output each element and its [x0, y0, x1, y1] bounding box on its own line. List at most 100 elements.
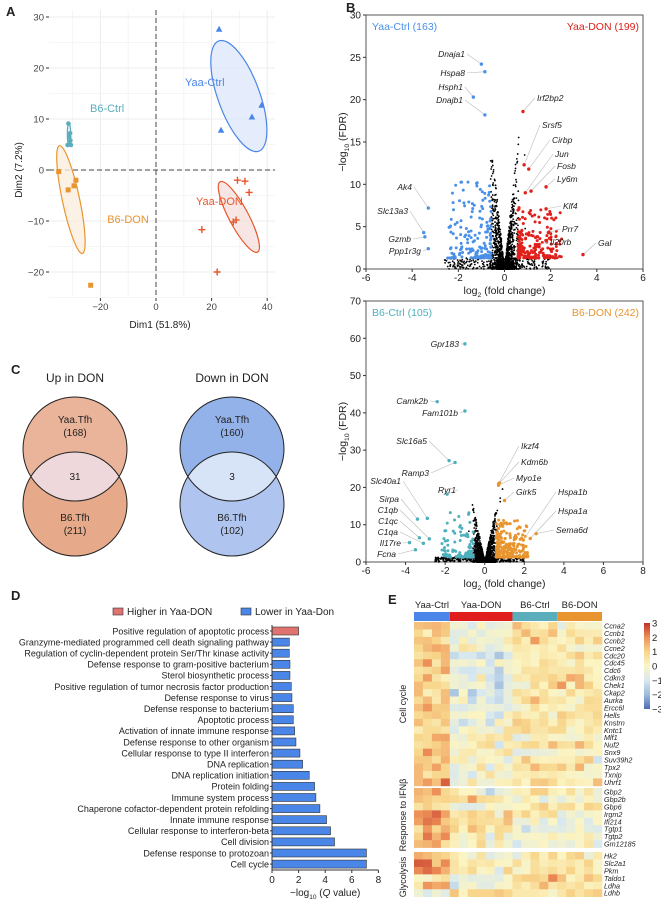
heatmap-cell: [467, 718, 477, 727]
heatmap-cell: [440, 733, 451, 742]
heatmap-cell: [521, 674, 531, 682]
bar: [271, 815, 327, 825]
gene-point-ns: [544, 262, 547, 265]
gene-point-ns: [492, 198, 495, 201]
heatmap-cell: [431, 703, 442, 712]
gene-point-up: [527, 231, 531, 235]
gene-point-ns: [498, 221, 501, 224]
gene-point-up: [518, 242, 522, 246]
gene-point-ns: [487, 551, 490, 554]
heatmap-cell: [584, 644, 594, 653]
gene-point-ns: [496, 200, 498, 203]
labeled-gene-point: [544, 207, 548, 211]
gene-point-ns: [470, 259, 473, 262]
heatmap-cell: [503, 629, 513, 638]
heatmap-cell: [449, 622, 460, 630]
gene-point-down: [455, 236, 459, 240]
venn-set-count: (211): [64, 526, 87, 537]
gene-point-up: [523, 251, 527, 255]
gene-point-ns: [462, 261, 465, 264]
gene-point-down: [448, 511, 452, 515]
x-tick-label: 6: [601, 566, 607, 577]
heatmap-cell: [449, 696, 460, 705]
gene-point-down: [469, 236, 473, 240]
gene-point-up: [509, 542, 513, 546]
heatmap-cell: [566, 756, 576, 764]
heatmap-cell: [458, 718, 469, 727]
heatmap-cell: [575, 711, 585, 720]
gene-point-ns: [494, 254, 497, 256]
heatmap-cell: [503, 733, 513, 742]
gene-point-ns: [490, 168, 493, 170]
gene-point-up: [517, 542, 521, 546]
heatmap-cell: [494, 703, 504, 712]
bar: [271, 759, 303, 769]
gene-point-down: [488, 227, 492, 231]
heatmap-cell: [539, 726, 549, 735]
heatmap-cell: [440, 666, 451, 675]
heatmap-cell: [584, 674, 594, 682]
heatmap-cell: [539, 622, 549, 630]
heatmap-cell: [521, 733, 531, 742]
gene-point-up: [554, 216, 558, 220]
heatmap-cell: [512, 763, 522, 772]
category-label: Positive regulation of apoptotic process: [112, 626, 269, 636]
gene-label: C1qc: [378, 516, 399, 526]
gene-point-ns: [517, 136, 520, 139]
gene-point-up: [530, 256, 534, 260]
data-point-b6-don: [73, 177, 79, 183]
gene-point-down: [488, 251, 492, 255]
gene-point-ns: [490, 166, 493, 168]
gene-point-ns: [489, 159, 492, 162]
heatmap-cell: [449, 763, 460, 772]
gene-point-ns: [510, 221, 512, 224]
gene-point-ns: [491, 172, 494, 175]
gene-point-down: [458, 525, 462, 529]
heatmap-cell: [575, 636, 585, 645]
label-leader-line: [530, 165, 556, 192]
gene-point-ns: [511, 251, 514, 254]
gene-point-up: [534, 256, 538, 260]
heatmap-cell: [485, 636, 495, 645]
heatmap-cell: [458, 711, 469, 720]
gene-point-ns: [485, 556, 488, 559]
heatmap-cell: [485, 756, 495, 764]
gene-point-ns: [494, 194, 496, 197]
label-leader-line: [582, 242, 597, 255]
labeled-gene-point: [417, 536, 422, 540]
heatmap-cell: [476, 703, 486, 712]
gene-point-up: [526, 250, 530, 254]
heatmap-cell: [422, 622, 433, 630]
venn-set-label: B6.Tfh: [217, 513, 246, 524]
heatmap-cell: [575, 681, 585, 690]
gene-point-ns: [468, 260, 470, 263]
heatmap-cell: [414, 674, 424, 682]
bar: [271, 826, 331, 836]
gene-point-ns: [476, 550, 479, 553]
labeled-gene-point: [422, 230, 426, 235]
heatmap-cell: [512, 629, 522, 638]
heatmap-cell: [584, 681, 594, 690]
heatmap-cell: [494, 726, 504, 735]
heatmap-cell: [458, 666, 469, 675]
gene-point-ns: [498, 265, 500, 268]
x-tick-label: 20: [206, 302, 217, 313]
volcano-plot-2: [363, 300, 644, 565]
labeled-gene-point: [483, 113, 487, 117]
gene-point-ns: [467, 530, 470, 533]
heatmap-cell: [431, 666, 442, 675]
heatmap-cell: [584, 733, 594, 742]
gene-point-down: [455, 220, 459, 224]
bar: [271, 804, 321, 813]
gene-point-ns: [510, 254, 513, 256]
gene-point-ns: [437, 561, 440, 563]
heatmap-cell: [458, 748, 469, 757]
gene-point-up: [537, 245, 541, 249]
gene-point-down: [449, 217, 453, 221]
gene-point-ns: [502, 258, 504, 261]
heatmap-cell: [593, 718, 603, 727]
down-count-label: Yaa-Ctrl (163): [372, 21, 437, 33]
gene-point-ns: [481, 555, 484, 558]
gene-point-ns: [478, 540, 481, 542]
gene-label: Il17re: [380, 538, 402, 548]
